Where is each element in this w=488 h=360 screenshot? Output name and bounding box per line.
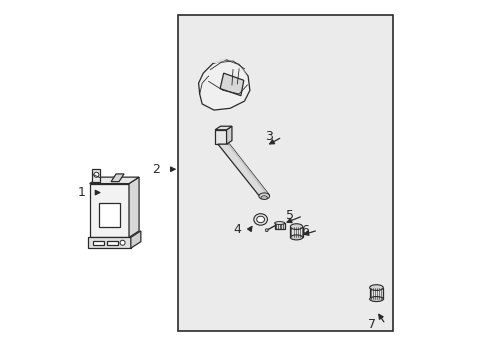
Polygon shape [106,240,117,245]
Ellipse shape [369,285,383,291]
Polygon shape [215,130,226,144]
Ellipse shape [274,222,284,225]
Polygon shape [92,169,100,182]
Polygon shape [369,288,383,299]
Text: 5: 5 [285,210,293,222]
Ellipse shape [290,235,302,240]
Polygon shape [226,126,231,144]
Circle shape [94,172,99,177]
Polygon shape [212,59,247,76]
Text: 4: 4 [233,223,241,236]
Polygon shape [93,240,104,245]
Ellipse shape [261,196,267,199]
Polygon shape [218,144,269,195]
Polygon shape [290,226,302,237]
Polygon shape [129,177,139,237]
Circle shape [265,229,267,231]
Text: 1: 1 [78,186,86,199]
Polygon shape [220,73,244,96]
Polygon shape [99,203,120,226]
Text: 3: 3 [265,130,273,144]
Ellipse shape [256,216,264,223]
Text: 6: 6 [301,224,308,237]
Polygon shape [131,231,141,248]
Ellipse shape [258,193,269,199]
Polygon shape [274,223,284,229]
Ellipse shape [290,224,302,229]
Polygon shape [89,177,139,184]
Polygon shape [89,184,129,237]
Text: 2: 2 [152,163,160,176]
Polygon shape [198,60,249,110]
Polygon shape [111,174,124,182]
Polygon shape [227,144,269,196]
FancyBboxPatch shape [178,15,392,330]
Circle shape [120,240,125,245]
Ellipse shape [253,214,267,225]
Text: 7: 7 [368,318,376,331]
Polygon shape [88,237,131,248]
Ellipse shape [369,297,383,302]
Polygon shape [215,126,231,130]
